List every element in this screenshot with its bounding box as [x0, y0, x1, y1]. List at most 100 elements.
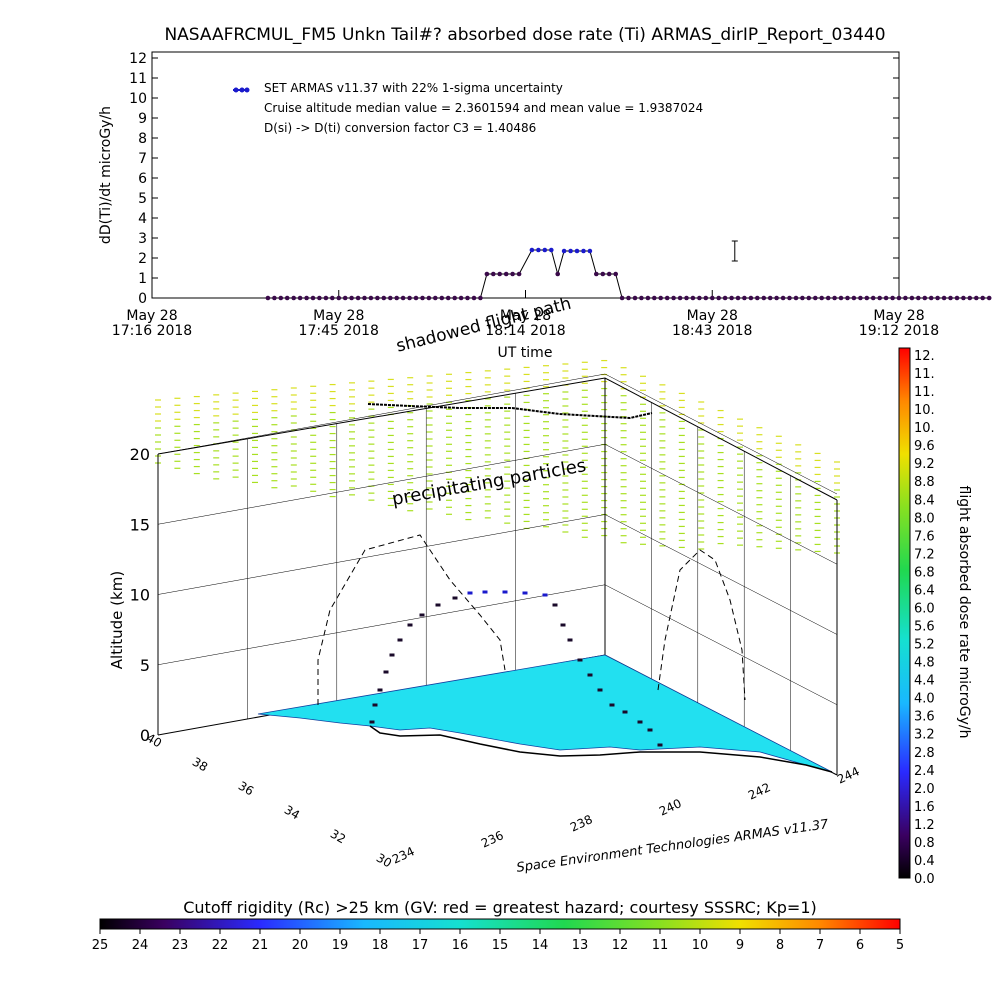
y-tick-label: 7 [138, 151, 147, 167]
data-point [368, 295, 374, 301]
data-point [896, 295, 902, 301]
data-point [497, 271, 503, 277]
data-point [349, 295, 354, 301]
rigidity-colorbar-tick-label: 14 [532, 938, 549, 953]
rigidity-colorbar-tick-label: 15 [492, 938, 509, 953]
data-point [503, 271, 509, 277]
rigidity-colorbar-tick-label: 9 [736, 938, 744, 953]
rigidity-colorbar-title: Cutoff rigidity (Rc) >25 km (GV: red = g… [183, 898, 817, 917]
dose-colorbar-tick-label: 2.8 [914, 746, 935, 761]
data-point [639, 295, 644, 301]
y-tick-label: 10 [129, 91, 147, 107]
altitude-gridline [157, 584, 838, 705]
data-point [529, 247, 535, 253]
rigidity-colorbar-tick-label: 24 [132, 938, 149, 953]
data-point [761, 295, 767, 301]
longitude-tick-label: 238 [568, 812, 595, 834]
data-point [388, 295, 393, 301]
altitude-gridline [157, 514, 838, 635]
flight-point [383, 670, 389, 674]
legend-median-mean: Cruise altitude median value = 2.3601594… [264, 101, 703, 115]
data-point [819, 295, 824, 301]
data-point [858, 295, 863, 301]
data-point [870, 295, 876, 301]
dose-colorbar [898, 347, 911, 879]
data-point [664, 295, 670, 301]
data-point [484, 271, 490, 277]
data-point [697, 295, 702, 301]
rigidity-colorbar-tick-label: 17 [412, 938, 429, 953]
data-point [851, 295, 857, 301]
data-point [729, 295, 734, 301]
flight-point [542, 593, 548, 597]
data-point [690, 295, 696, 301]
dose-colorbar-tick-label: 9.6 [914, 439, 935, 454]
dose-series [265, 240, 992, 301]
data-point [491, 271, 496, 277]
data-point [581, 248, 586, 254]
dose-colorbar-tick-label: 1.2 [914, 818, 935, 833]
rigidity-colorbar-tick-label: 6 [856, 938, 864, 953]
rigidity-colorbar-tick-label: 12 [612, 938, 629, 953]
flight-point [397, 638, 403, 642]
longitude-tick-label: 236 [479, 828, 506, 850]
data-point [323, 295, 329, 301]
flight-point [587, 673, 593, 677]
data-point [626, 295, 631, 301]
series-line [267, 249, 990, 299]
data-point [755, 295, 760, 301]
data-point [684, 295, 689, 301]
particle-field [155, 359, 840, 554]
data-point [284, 295, 290, 301]
data-point [400, 295, 406, 301]
data-point [793, 295, 799, 301]
rigidity-colorbar-tick-label: 10 [692, 938, 709, 953]
data-point [916, 295, 921, 301]
data-point [986, 295, 992, 301]
data-point [941, 295, 947, 301]
x-tick-time: 17:16 2018 [112, 323, 192, 339]
rigidity-colorbar-tick-label: 7 [816, 938, 824, 953]
x-tick-date: May 28 [687, 308, 738, 324]
rigidity-colorbar-tick-label: 21 [252, 938, 269, 953]
flight-point [622, 710, 628, 714]
y-tick-label: 11 [129, 71, 147, 87]
y-tick-label: 1 [138, 271, 147, 287]
altitude-axis: 0 5 10 15 20 [130, 445, 150, 745]
flight-point [609, 703, 615, 707]
flight-point [647, 728, 653, 732]
flight-point [467, 591, 473, 595]
flight-point [597, 688, 603, 692]
data-point [703, 295, 709, 301]
dose-colorbar-tick-label: 9.2 [914, 457, 935, 472]
data-point [516, 271, 522, 277]
data-point [317, 295, 322, 301]
y-tick-label: 4 [138, 211, 147, 227]
y-tick-label: 0 [138, 291, 147, 307]
flight-point [452, 596, 458, 600]
data-point [587, 248, 593, 254]
contour-right [657, 549, 746, 701]
shadowed-flight-path [367, 403, 653, 420]
latitude-tick-label: 30 [374, 851, 394, 871]
data-point [600, 271, 606, 277]
data-point [458, 295, 464, 301]
data-point [394, 295, 400, 301]
rigidity-colorbar-tick-label: 11 [652, 938, 669, 953]
data-point [613, 271, 618, 277]
dose-colorbar-tick-label: 4.0 [914, 692, 935, 707]
data-point [362, 295, 367, 301]
rigidity-colorbar-tick-label: 16 [452, 938, 469, 953]
longitude-tick-label: 244 [835, 764, 862, 786]
flight-point [482, 590, 488, 594]
flight-point [435, 603, 441, 607]
dose-colorbar-tick-label: 7.6 [914, 529, 935, 544]
dose-colorbar-tick-label: 5.6 [914, 620, 935, 635]
dose-colorbar-tick-label: 4.8 [914, 656, 935, 671]
flight-point [577, 658, 583, 662]
dose-colorbar-tick-label: 3.2 [914, 728, 935, 743]
coastline [369, 725, 833, 773]
data-point [342, 295, 348, 301]
data-point [606, 271, 612, 277]
